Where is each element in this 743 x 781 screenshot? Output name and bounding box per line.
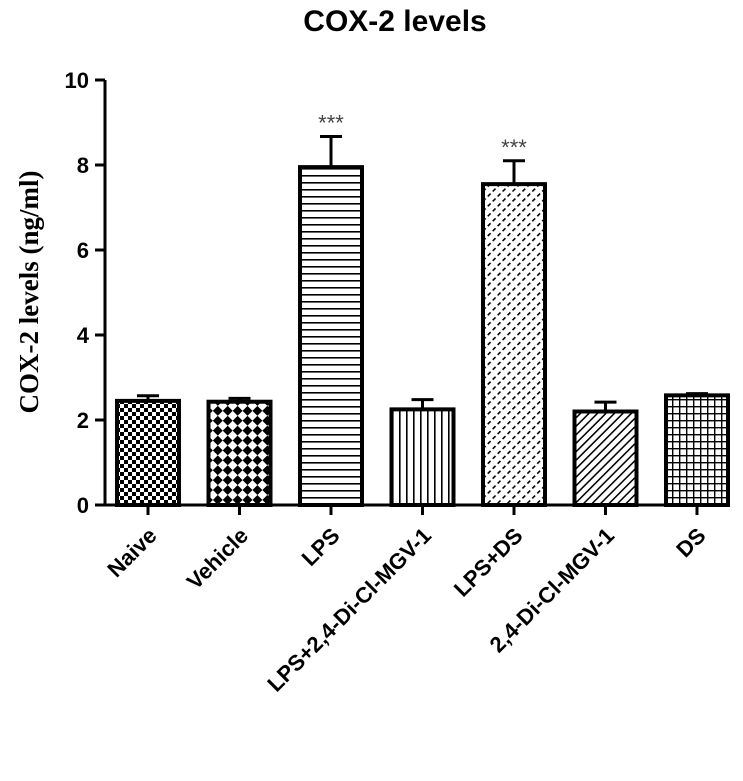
x-tick-label: Naive (102, 523, 161, 582)
bar-6 (664, 393, 730, 508)
y-tick-label: 0 (77, 493, 89, 518)
bar-2 (298, 165, 364, 507)
y-tick-label: 10 (65, 68, 89, 93)
y-tick-label: 8 (77, 153, 89, 178)
x-tick-label: LPS (297, 523, 345, 571)
bars: *** *** (115, 111, 730, 508)
x-tick-label: DS (671, 523, 710, 562)
bar-0 (115, 398, 181, 507)
y-tick-label: 2 (77, 408, 89, 433)
bar-1 (206, 399, 273, 508)
y-tick-label: 4 (77, 323, 90, 348)
y-axis-label: COX-2 levels (ng/ml) (14, 171, 44, 414)
y-ticks: 0 2 4 6 8 10 (65, 68, 105, 518)
bar-4 (481, 182, 547, 507)
bar-3 (389, 407, 456, 507)
chart-title: COX-2 levels (303, 5, 486, 38)
x-tick-label: LPS+DS (449, 523, 528, 602)
y-tick-label: 6 (77, 238, 89, 263)
significance-label: *** (501, 135, 527, 160)
bar-5 (572, 409, 639, 507)
x-tick-label: Vehicle (182, 523, 253, 594)
x-tick-label: LPS+2,4-Di-Cl-MGV-1 (262, 523, 436, 697)
significance-label: *** (318, 111, 344, 136)
